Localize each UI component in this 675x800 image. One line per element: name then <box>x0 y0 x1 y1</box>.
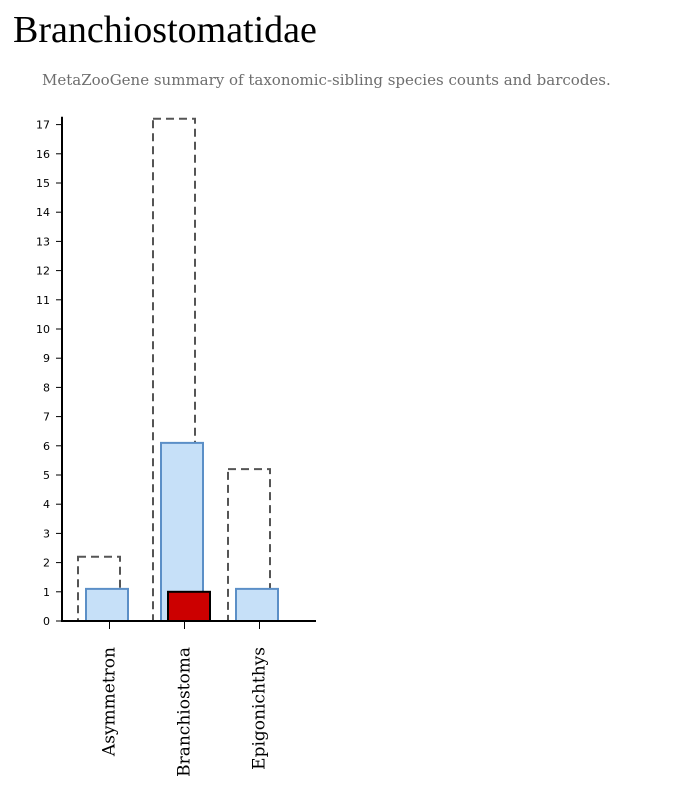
y-tick-label-0: 0 <box>43 615 50 628</box>
y-tick-label-1: 1 <box>43 586 50 599</box>
y-tick-label-6: 6 <box>43 440 50 453</box>
y-tick-label-7: 7 <box>43 411 50 424</box>
page-subtitle: MetaZooGene summary of taxonomic-sibling… <box>42 71 611 89</box>
y-tick-label-13: 13 <box>36 235 50 248</box>
y-tick-label-9: 9 <box>43 352 50 365</box>
y-tick-label-2: 2 <box>43 557 50 570</box>
dashed-bar-0 <box>77 555 121 623</box>
y-tick-label-15: 15 <box>36 177 50 190</box>
blue-bar-0 <box>85 587 129 623</box>
bar-chart: Asymmetron Branchiostoma Epigonichthys0123… <box>36 116 316 777</box>
bars-layer <box>77 117 279 623</box>
labels-layer: Asymmetron Branchiostoma Epigonichthys0123… <box>36 119 270 777</box>
y-tick-label-12: 12 <box>36 265 50 278</box>
red-bar-1 <box>167 590 211 622</box>
x-tick-label-0: Asymmetron <box>100 647 120 757</box>
y-tick-label-16: 16 <box>36 148 50 161</box>
y-tick-label-3: 3 <box>43 527 50 540</box>
axes-layer <box>56 116 316 629</box>
y-tick-label-10: 10 <box>36 323 50 336</box>
y-tick-label-4: 4 <box>43 498 50 511</box>
x-tick-label-1: Branchiostoma <box>175 647 195 777</box>
x-tick-label-2: Epigonichthys <box>250 647 270 770</box>
y-tick-label-17: 17 <box>36 119 50 132</box>
page-title: Branchiostomatidae <box>13 9 317 51</box>
y-tick-label-11: 11 <box>36 294 50 307</box>
blue-bar-2 <box>235 587 279 623</box>
y-tick-label-5: 5 <box>43 469 50 482</box>
y-tick-label-14: 14 <box>36 206 50 219</box>
y-tick-label-8: 8 <box>43 381 50 394</box>
